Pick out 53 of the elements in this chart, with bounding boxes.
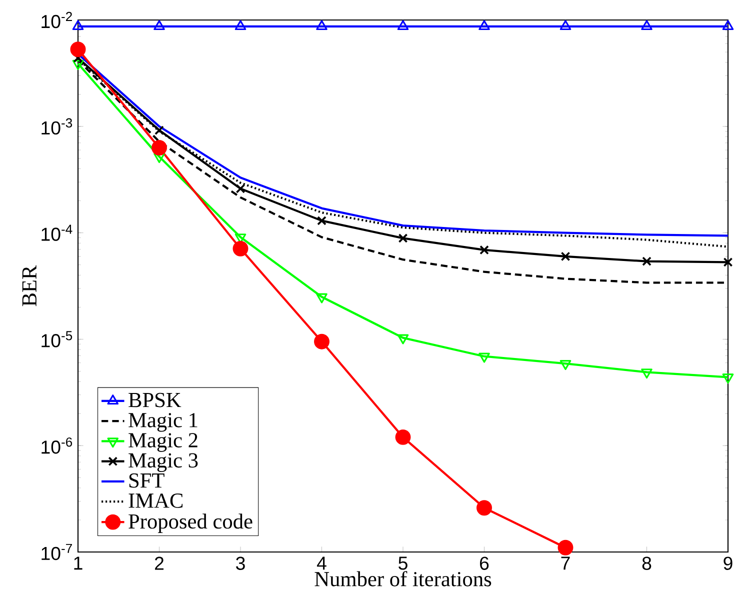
point	[397, 334, 409, 344]
point	[560, 252, 570, 262]
point	[236, 184, 246, 194]
point	[397, 20, 409, 30]
point	[480, 245, 489, 255]
point	[154, 20, 165, 30]
point	[560, 20, 572, 30]
legend-label: Magic 1	[128, 413, 198, 432]
x-tick-label: 1	[74, 556, 82, 570]
x-tick-label: 9	[724, 556, 732, 570]
legend-label: Proposed code	[128, 514, 252, 533]
x-tick-label: 4	[316, 556, 326, 570]
point	[317, 216, 326, 226]
point	[722, 374, 734, 384]
y-tick-label: 10$^{-2}$	[42, 12, 72, 28]
legend-label: Magic 3	[128, 453, 198, 472]
legend-label: IMAC	[128, 494, 183, 508]
point	[70, 42, 86, 58]
y-tick-label: 10$^{-3}$	[42, 118, 72, 135]
legend-label: BPSK	[128, 392, 182, 408]
legend-label: Magic 2	[128, 433, 198, 452]
x-tick-label: 7	[561, 556, 570, 570]
point	[478, 20, 490, 30]
point	[234, 20, 246, 30]
point	[641, 20, 652, 30]
y-tick-label: 10$^{-6}$	[42, 437, 72, 454]
legend-label: SFT	[129, 473, 164, 488]
x-tick-label: 8	[642, 556, 652, 570]
x-tick-label: 5	[398, 556, 408, 570]
y-tick-label: 10$^{-4}$	[42, 224, 72, 241]
x-axis-title: Number of iterations	[314, 571, 492, 586]
point	[722, 20, 734, 30]
point	[723, 257, 733, 267]
y-tick-label: 10$^{-5}$	[42, 331, 72, 348]
point	[72, 20, 84, 30]
point	[154, 126, 164, 135]
point	[232, 240, 248, 256]
point	[641, 368, 652, 379]
y-tick-label: 10$^{-7}$	[42, 544, 72, 560]
x-tick-label: 2	[155, 556, 164, 570]
point	[560, 360, 572, 370]
point	[316, 20, 328, 30]
point	[478, 352, 490, 363]
point	[314, 334, 330, 350]
point	[316, 293, 328, 304]
point	[476, 500, 492, 516]
point	[398, 233, 408, 243]
x-tick-label: 6	[480, 556, 489, 570]
point	[152, 140, 167, 156]
point	[642, 256, 652, 266]
x-tick-label: 3	[236, 556, 245, 570]
y-axis-title: BER	[22, 265, 36, 306]
point	[395, 429, 411, 445]
